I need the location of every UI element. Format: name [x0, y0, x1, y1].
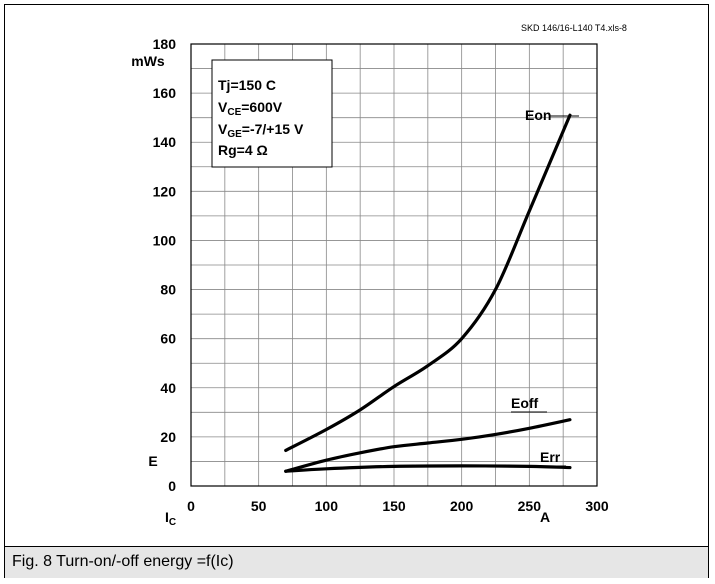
x-tick-label: 200 [450, 498, 474, 514]
chart: SKD 146/16-L140 T4.xls-8 0 50 100 150 200 250… [131, 23, 627, 528]
figure-frame [4, 4, 709, 578]
x-tick-label: 150 [382, 498, 406, 514]
condition-rg: Rg=4 Ω [218, 142, 268, 158]
tick-labels: 0 50 100 150 200 250 300 0 20 40 60 80 100 120 140 160 1… [153, 36, 609, 514]
x-tick-label: 50 [251, 498, 267, 514]
y-tick-label: 140 [153, 134, 177, 150]
series-label-eoff: Eoff [511, 395, 539, 411]
y-tick-label: 100 [153, 232, 177, 248]
y-tick-label: 0 [168, 478, 176, 494]
condition-tj: Tj=150 C [218, 77, 276, 93]
x-tick-label: 250 [518, 498, 542, 514]
series-label-eon: Eon [525, 107, 551, 123]
y-tick-label: 60 [160, 331, 176, 347]
caption-text: Fig. 8 Turn-on/-off energy =f(Ic) [12, 553, 234, 570]
condition-vge: VGE=-7/+15 V [218, 121, 304, 140]
conditions-box: Tj=150 C VCE=600V VGE=-7/+15 V Rg=4 Ω [211, 59, 333, 168]
figure-caption: Fig. 8 Turn-on/-off energy =f(Ic) [5, 546, 708, 578]
series-group: Eon Eoff Err [284, 107, 579, 473]
y-unit-label: mWs [131, 53, 165, 69]
x-tick-label: 300 [585, 498, 609, 514]
y-tick-label: 160 [153, 85, 177, 101]
file-label: SKD 146/16-L140 T4.xls-8 [521, 23, 627, 33]
series-line-eon [284, 113, 572, 452]
series-line-eoff [284, 418, 572, 473]
condition-vce: VCE=600V [218, 99, 283, 118]
plot-area-border [190, 43, 598, 487]
series-line-err [284, 464, 572, 473]
series-label-err: Err [540, 449, 561, 465]
y-tick-label: 20 [160, 429, 176, 445]
grid [190, 43, 598, 487]
x-unit-label: A [540, 509, 550, 525]
y-tick-label: 40 [160, 380, 176, 396]
y-tick-label: 180 [153, 36, 177, 52]
x-tick-label: 0 [187, 498, 195, 514]
y-tick-label: 120 [153, 183, 177, 199]
x-axis-symbol: IC [165, 509, 176, 528]
y-tick-label: 80 [160, 282, 176, 298]
y-axis-symbol: E [148, 453, 157, 469]
x-tick-label: 100 [315, 498, 339, 514]
